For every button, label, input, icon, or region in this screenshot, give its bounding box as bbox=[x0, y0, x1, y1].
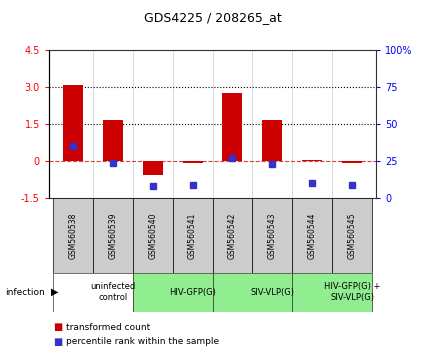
Bar bbox=[183, 161, 203, 163]
Bar bbox=[212, 198, 252, 273]
Bar bbox=[302, 160, 322, 161]
Text: GSM560538: GSM560538 bbox=[68, 212, 77, 259]
Bar bbox=[262, 120, 282, 161]
Text: ■: ■ bbox=[53, 322, 62, 332]
Text: ▶: ▶ bbox=[51, 287, 59, 297]
Bar bbox=[143, 161, 163, 175]
Bar bbox=[292, 273, 372, 312]
Text: percentile rank within the sample: percentile rank within the sample bbox=[66, 337, 219, 346]
Text: HIV-GFP(G) +
SIV-VLP(G): HIV-GFP(G) + SIV-VLP(G) bbox=[324, 282, 380, 302]
Text: GSM560541: GSM560541 bbox=[188, 212, 197, 259]
Text: GSM560542: GSM560542 bbox=[228, 212, 237, 259]
Text: ■: ■ bbox=[53, 337, 62, 347]
Bar bbox=[292, 198, 332, 273]
Bar bbox=[212, 273, 292, 312]
Bar bbox=[93, 198, 133, 273]
Text: GSM560544: GSM560544 bbox=[308, 212, 317, 259]
Text: HIV-GFP(G): HIV-GFP(G) bbox=[169, 287, 216, 297]
Text: SIV-VLP(G): SIV-VLP(G) bbox=[250, 287, 295, 297]
Text: GSM560545: GSM560545 bbox=[348, 212, 357, 259]
Bar bbox=[53, 273, 133, 312]
Bar bbox=[133, 198, 173, 273]
Bar bbox=[53, 198, 93, 273]
Bar bbox=[63, 85, 83, 161]
Bar bbox=[342, 161, 362, 163]
Text: GSM560543: GSM560543 bbox=[268, 212, 277, 259]
Bar bbox=[103, 120, 123, 161]
Text: uninfected
control: uninfected control bbox=[90, 282, 135, 302]
Text: transformed count: transformed count bbox=[66, 323, 150, 332]
Bar bbox=[222, 93, 242, 161]
Bar bbox=[173, 198, 212, 273]
Bar bbox=[252, 198, 292, 273]
Bar bbox=[332, 198, 372, 273]
Bar bbox=[133, 273, 212, 312]
Text: GSM560539: GSM560539 bbox=[108, 212, 117, 259]
Text: GSM560540: GSM560540 bbox=[148, 212, 157, 259]
Text: GDS4225 / 208265_at: GDS4225 / 208265_at bbox=[144, 11, 281, 24]
Text: infection: infection bbox=[5, 287, 45, 297]
